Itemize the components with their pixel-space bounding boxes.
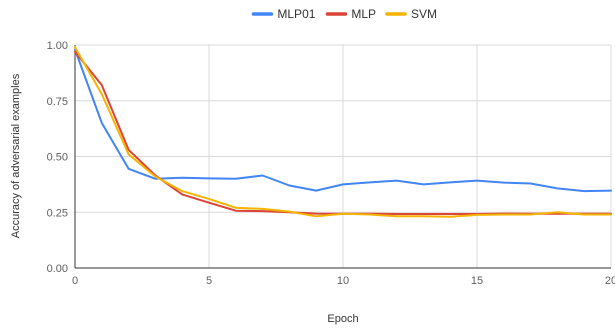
legend: MLP01 MLP SVM xyxy=(251,7,437,21)
y-tick-label: 1.00 xyxy=(47,40,68,52)
x-tick-label: 0 xyxy=(72,275,78,287)
legend-label-mlp01: MLP01 xyxy=(277,7,315,21)
y-tick-label: 0.75 xyxy=(47,96,68,108)
y-axis-label: Accuracy of adversarial examples xyxy=(10,73,22,238)
x-tick-labels: 0 5 10 15 20 xyxy=(72,275,615,287)
x-tick-label: 10 xyxy=(337,275,349,287)
legend-label-svm: SVM xyxy=(411,7,437,21)
series-lines xyxy=(74,46,612,218)
series-line-mlp01 xyxy=(74,48,612,193)
y-tick-labels: 0.00 0.25 0.50 0.75 1.00 xyxy=(47,40,68,275)
x-tick-label: 5 xyxy=(206,275,212,287)
legend-label-mlp: MLP xyxy=(351,7,376,21)
x-tick-label: 20 xyxy=(605,275,615,287)
axes xyxy=(74,45,611,269)
x-axis-label: Epoch xyxy=(327,313,358,325)
y-tick-label: 0.50 xyxy=(47,152,68,164)
series-line-svm xyxy=(74,46,612,218)
y-tick-label: 0.00 xyxy=(47,263,68,275)
y-tick-label: 0.25 xyxy=(47,207,68,219)
x-tick-label: 15 xyxy=(471,275,483,287)
grid xyxy=(74,44,612,269)
